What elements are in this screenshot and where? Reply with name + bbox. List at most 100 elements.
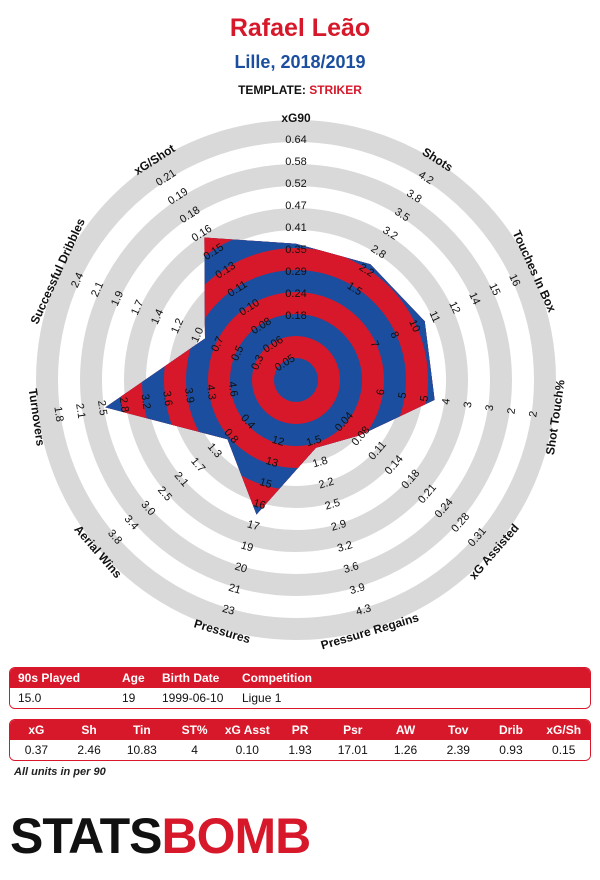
stats-value-pr: 1.93 <box>288 743 312 757</box>
team-season: Lille, 2018/2019 <box>234 52 366 72</box>
axis-tick-label: 2 <box>527 410 540 418</box>
axis-tick-label: 2.9 <box>330 518 348 534</box>
stats-value-tov: 2.39 <box>446 743 470 757</box>
stats-header-drib: Drib <box>498 723 523 737</box>
template-line: TEMPLATE: STRIKER <box>0 83 600 97</box>
axis-tick-label: 12 <box>446 300 462 316</box>
axis-tick-label-inner: 4.6 <box>226 381 240 398</box>
radar-ring <box>124 208 468 552</box>
stats-value-sh: 2.46 <box>77 743 101 757</box>
axis-tick-label: 1.2 <box>169 317 186 336</box>
info-value-competition: Ligue 1 <box>242 691 282 705</box>
stats-header-aw: AW <box>395 723 416 737</box>
axis-tick-label: 16 <box>252 497 267 512</box>
axis-tick-label: 0.47 <box>285 200 306 212</box>
info-table: 90s Played Age Birth Date Competition 15… <box>9 667 591 709</box>
stats-header-xg: xG <box>28 723 45 737</box>
logo-stats: STATS <box>10 808 162 864</box>
stats-value-tin: 10.83 <box>126 743 157 757</box>
axis-tick-label: 0.18 <box>285 310 306 322</box>
radar-ring <box>36 120 556 640</box>
axis-tick-label: 0.29 <box>285 266 306 278</box>
axis-tick-label: 23 <box>221 603 236 618</box>
axis-tick-label: 13 <box>264 455 279 470</box>
axis-tick-label: 1.4 <box>149 307 166 326</box>
stats-value-xg-sh: 0.15 <box>552 743 576 757</box>
axis-tick-label: 19 <box>239 540 254 555</box>
axis-tick-label: 16 <box>506 272 522 288</box>
info-header-competition: Competition <box>242 671 312 685</box>
stats-header-sh: Sh <box>81 723 97 737</box>
template-label: TEMPLATE: <box>238 83 306 97</box>
stats-value-psr: 17.01 <box>337 743 368 757</box>
axis-tick-label: 0.24 <box>285 288 306 300</box>
axis-tick-label: 0.58 <box>285 156 306 168</box>
axis-tick-label: 0.64 <box>285 134 306 146</box>
axis-tick-label: 3 <box>462 401 475 409</box>
axis-tick-label: 0.41 <box>285 222 306 234</box>
axis-tick-label: 7 <box>367 339 380 350</box>
axis-tick-label: 2 <box>505 407 518 415</box>
info-value-age: 19 <box>122 691 136 705</box>
info-header-90s: 90s Played <box>18 671 81 685</box>
stats-header-tov: Tov <box>448 723 469 737</box>
info-table-row: 15.0 19 1999-06-10 Ligue 1 <box>10 688 590 708</box>
radar-chart: 0.180.240.290.350.410.470.520.580.64xG90… <box>26 111 568 652</box>
axis-tick-label: 10 <box>406 318 422 334</box>
axis-tick-label: 3 <box>484 404 497 412</box>
axis-tick-label: 2.2 <box>317 476 335 492</box>
player-shape-band <box>274 358 318 402</box>
axis-tick-label: 3.9 <box>348 581 366 597</box>
info-table-header: 90s Played Age Birth Date Competition <box>10 668 590 688</box>
stats-value-drib: 0.93 <box>499 743 523 757</box>
player-name: Rafael Leão <box>229 14 371 42</box>
info-header-age: Age <box>122 671 145 685</box>
axis-tick-label: 3.2 <box>138 393 152 410</box>
axis-tick-label: 2.1 <box>89 280 106 299</box>
axis-tick-label: 5 <box>418 395 431 403</box>
axis-tick-label: 0.35 <box>285 244 306 256</box>
axis-tick-label: 17 <box>246 518 261 533</box>
axis-tick-label: 2.4 <box>69 271 86 290</box>
statsbomb-logo: STATSBOMB <box>10 808 311 864</box>
axis-tick-label: 1.0 <box>189 326 206 345</box>
axis-tick-label: 3.2 <box>336 539 354 555</box>
stats-header-xg-asst: xG Asst <box>224 723 270 737</box>
axis-tick-label: 4 <box>440 398 453 406</box>
stats-table-header: xG Sh Tin ST% xG Asst PR Psr AW Tov Drib… <box>10 720 590 740</box>
axis-tick-label: 14 <box>466 291 482 307</box>
stats-header-pr: PR <box>291 723 309 737</box>
stats-value-aw: 1.26 <box>393 743 418 757</box>
axis-tick-label: 15 <box>486 281 502 297</box>
radar-ring <box>80 164 512 596</box>
axis-tick-label: 4.3 <box>355 602 373 618</box>
axis-tick-label: 1.7 <box>129 298 146 317</box>
axis-tick-label-inner: 4.3 <box>204 384 218 401</box>
stats-header-xg-sh: xG/Sh <box>546 723 582 737</box>
axis-tick-label: 2.1 <box>73 403 87 420</box>
info-value-birth-date: 1999-06-10 <box>162 691 224 705</box>
axis-tick-label: 0.7 <box>209 335 226 354</box>
axis-title: xG90 <box>281 111 311 125</box>
stats-table-row: 0.37 2.46 10.83 4 0.10 1.93 17.01 1.26 2… <box>10 740 590 760</box>
stats-value-st-pct: 4 <box>191 743 198 757</box>
axis-tick-label: 15 <box>258 476 273 491</box>
axis-tick-label: 2.5 <box>95 399 109 416</box>
axis-tick-label: 1.8 <box>311 455 329 471</box>
stats-value-xg-asst: 0.10 <box>235 743 259 757</box>
axis-tick-label-inner: 0.3 <box>249 353 266 372</box>
info-header-birth-date: Birth Date <box>162 671 220 685</box>
axis-tick-label: 1.8 <box>51 406 65 423</box>
axis-tick-label: 5 <box>397 392 410 400</box>
axis-tick-label: 3.6 <box>160 390 174 407</box>
axis-tick-label: 20 <box>233 561 248 576</box>
axis-tick-label: 0.52 <box>285 178 306 190</box>
axis-tick-label: 2.5 <box>324 497 342 513</box>
info-value-90s: 15.0 <box>18 691 42 705</box>
stats-value-xg: 0.37 <box>24 743 49 757</box>
axis-tick-label-inner: 3.9 <box>182 387 196 404</box>
axis-tick-label-inner: 1.5 <box>305 433 323 449</box>
axis-tick-label-inner: 0.5 <box>229 344 246 363</box>
footnote: All units in per 90 <box>14 766 106 778</box>
axis-tick-label: 11 <box>426 309 442 324</box>
